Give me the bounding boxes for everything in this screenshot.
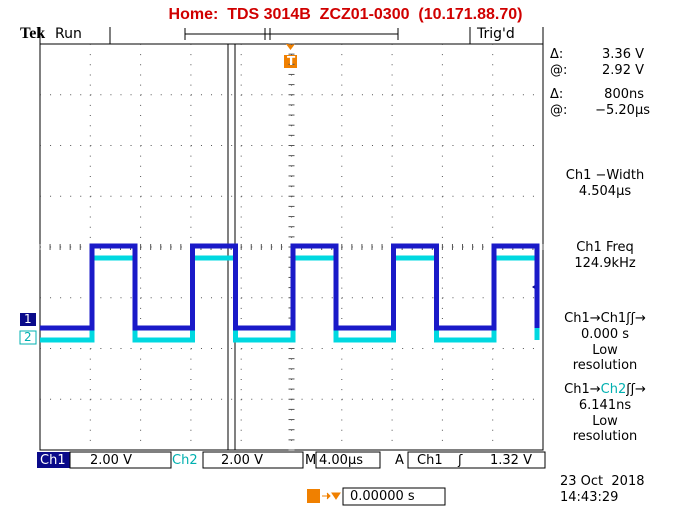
measure-note: Low bbox=[592, 343, 618, 358]
measure-note: resolution bbox=[572, 429, 638, 444]
trigger-slope: ʃ bbox=[458, 453, 463, 468]
run-state: Run bbox=[55, 26, 82, 42]
measure-note: resolution bbox=[572, 358, 638, 373]
ch2-marker: 2 bbox=[24, 330, 32, 344]
ch1-box bbox=[37, 452, 70, 468]
ch2-scale: 2.00 V bbox=[221, 453, 263, 468]
trigger-marker: T bbox=[287, 54, 296, 68]
cursor-label: @: bbox=[550, 103, 568, 118]
time-box bbox=[315, 451, 381, 469]
measure-label: Ch1→Ch1ʃʃ→ bbox=[545, 311, 665, 326]
trigger-label: A bbox=[395, 453, 404, 468]
ch1-scale-box bbox=[69, 451, 172, 469]
ch1-scale: 2.00 V bbox=[90, 453, 132, 468]
cursor-value: −5.20µs bbox=[595, 103, 650, 118]
ch1-waveform bbox=[40, 243, 540, 331]
label-part: Ch1→ bbox=[564, 382, 601, 397]
cursor-value: 800ns bbox=[604, 87, 644, 102]
ch1-marker: 1 bbox=[24, 312, 32, 326]
record-view bbox=[184, 28, 399, 40]
trigger-pos-box bbox=[342, 487, 446, 506]
ch2-marker-box bbox=[19, 330, 37, 345]
cursor-value: 2.92 V bbox=[602, 63, 644, 78]
measure-value: 124.9kHz bbox=[574, 256, 636, 271]
trigger-pos-icon bbox=[307, 489, 320, 503]
date: 23 Oct 2018 bbox=[560, 474, 645, 489]
trigger-level: 1.32 V bbox=[490, 453, 532, 468]
trigger-position: 0.00000 s bbox=[350, 489, 415, 504]
measure-label: Ch1 Freq bbox=[576, 240, 634, 255]
trigger-source: Ch1 bbox=[417, 453, 443, 468]
label-part: ʃʃ→ bbox=[626, 311, 646, 326]
time: 14:43:29 bbox=[560, 490, 619, 505]
time-label: M bbox=[305, 453, 317, 468]
trigger-arrow bbox=[286, 44, 295, 50]
cursor-label: Δ: bbox=[550, 47, 564, 62]
measure-label: Ch1→Ch2ʃʃ→ bbox=[545, 382, 665, 397]
ch2-scale-box bbox=[202, 451, 304, 469]
trigger-status: Trig'd bbox=[477, 26, 515, 42]
label-part: ʃʃ→ bbox=[626, 382, 646, 397]
brand: Tek bbox=[20, 25, 46, 42]
measure-note: Low bbox=[592, 414, 618, 429]
time-scale: 4.00µs bbox=[319, 453, 363, 468]
measure-value: 0.000 s bbox=[580, 327, 630, 342]
label-part: Ch2 bbox=[600, 382, 627, 397]
cursor-label: Δ: bbox=[550, 87, 564, 102]
measure-label: Ch1 −Width bbox=[565, 168, 645, 183]
measure-value: 6.141ns bbox=[578, 398, 632, 413]
label-part: Ch1→Ch1 bbox=[564, 311, 627, 326]
ch2-label: Ch2 bbox=[172, 453, 198, 468]
measure-value: 4.504µs bbox=[578, 184, 632, 199]
trigger-box bbox=[407, 451, 546, 469]
ch1-marker-box bbox=[20, 313, 36, 326]
cursor-label: @: bbox=[550, 63, 568, 78]
cursor-value: 3.36 V bbox=[602, 47, 644, 62]
ch1-label: Ch1 bbox=[40, 453, 66, 468]
title: Home: TDS 3014B ZCZ01-0300 (10.171.88.70… bbox=[168, 6, 523, 23]
trigger-pos-arrow bbox=[322, 492, 341, 500]
